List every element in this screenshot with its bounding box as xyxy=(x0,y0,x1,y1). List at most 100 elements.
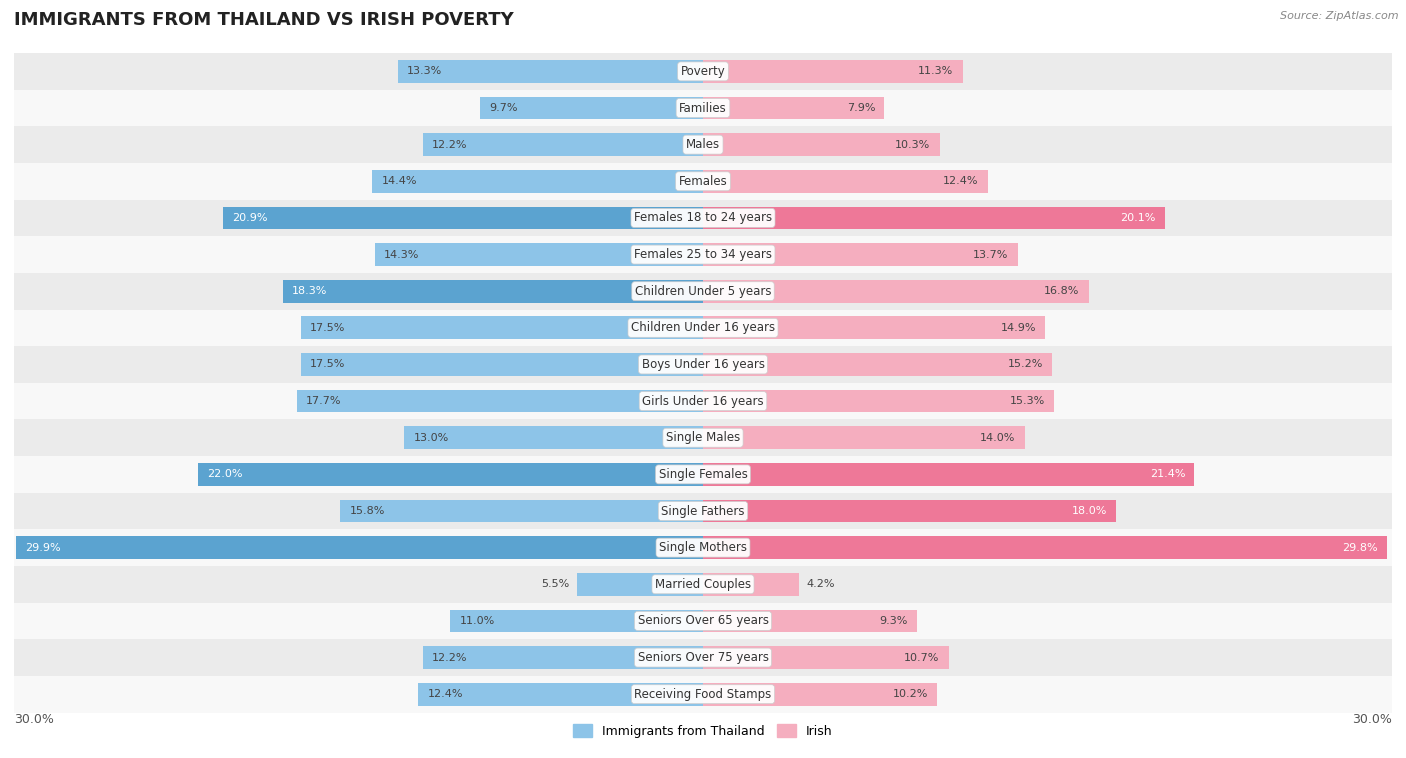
Bar xyxy=(703,280,1088,302)
Bar xyxy=(14,529,1392,566)
Bar xyxy=(374,243,703,266)
Text: 11.3%: 11.3% xyxy=(918,67,953,77)
Text: 15.2%: 15.2% xyxy=(1008,359,1043,369)
Bar xyxy=(418,683,703,706)
Bar xyxy=(14,127,1392,163)
Text: 13.3%: 13.3% xyxy=(406,67,441,77)
Text: Source: ZipAtlas.com: Source: ZipAtlas.com xyxy=(1281,11,1399,21)
Text: Boys Under 16 years: Boys Under 16 years xyxy=(641,358,765,371)
Text: Males: Males xyxy=(686,138,720,151)
Bar xyxy=(576,573,703,596)
Bar xyxy=(450,609,703,632)
Bar xyxy=(703,573,800,596)
Text: 9.3%: 9.3% xyxy=(879,616,907,626)
Bar xyxy=(703,427,1025,449)
Bar xyxy=(703,243,1018,266)
Bar xyxy=(198,463,703,486)
Bar xyxy=(703,609,917,632)
Bar xyxy=(703,60,963,83)
Text: IMMIGRANTS FROM THAILAND VS IRISH POVERTY: IMMIGRANTS FROM THAILAND VS IRISH POVERT… xyxy=(14,11,513,30)
Bar xyxy=(423,133,703,156)
Text: 17.5%: 17.5% xyxy=(311,359,346,369)
Text: Females: Females xyxy=(679,175,727,188)
Text: Receiving Food Stamps: Receiving Food Stamps xyxy=(634,688,772,700)
Text: 21.4%: 21.4% xyxy=(1150,469,1185,479)
Text: Married Couples: Married Couples xyxy=(655,578,751,590)
Bar xyxy=(14,676,1392,713)
Bar xyxy=(301,317,703,339)
Text: 14.9%: 14.9% xyxy=(1001,323,1036,333)
Legend: Immigrants from Thailand, Irish: Immigrants from Thailand, Irish xyxy=(568,719,838,743)
Bar xyxy=(297,390,703,412)
Text: 15.8%: 15.8% xyxy=(349,506,385,516)
Text: 10.3%: 10.3% xyxy=(896,139,931,149)
Bar xyxy=(14,163,1392,199)
Text: 5.5%: 5.5% xyxy=(541,579,569,589)
Text: 7.9%: 7.9% xyxy=(846,103,875,113)
Bar xyxy=(14,493,1392,529)
Bar xyxy=(703,133,939,156)
Bar xyxy=(14,566,1392,603)
Bar xyxy=(340,500,703,522)
Text: 18.3%: 18.3% xyxy=(292,287,328,296)
Text: Females 18 to 24 years: Females 18 to 24 years xyxy=(634,211,772,224)
Bar xyxy=(14,53,1392,89)
Bar xyxy=(14,89,1392,127)
Bar xyxy=(703,353,1052,376)
Bar xyxy=(703,390,1054,412)
Bar xyxy=(14,273,1392,309)
Bar xyxy=(14,456,1392,493)
Bar xyxy=(373,170,703,193)
Bar xyxy=(703,207,1164,229)
Text: 12.2%: 12.2% xyxy=(432,653,468,662)
Text: 10.7%: 10.7% xyxy=(904,653,939,662)
Bar xyxy=(14,309,1392,346)
Text: 14.0%: 14.0% xyxy=(980,433,1015,443)
Text: 29.8%: 29.8% xyxy=(1343,543,1378,553)
Text: Children Under 16 years: Children Under 16 years xyxy=(631,321,775,334)
Text: Single Fathers: Single Fathers xyxy=(661,505,745,518)
Bar xyxy=(283,280,703,302)
Text: 20.1%: 20.1% xyxy=(1121,213,1156,223)
Text: Females 25 to 34 years: Females 25 to 34 years xyxy=(634,248,772,261)
Bar xyxy=(703,463,1195,486)
Bar xyxy=(14,236,1392,273)
Bar xyxy=(703,500,1116,522)
Text: 30.0%: 30.0% xyxy=(1353,713,1392,725)
Text: Girls Under 16 years: Girls Under 16 years xyxy=(643,395,763,408)
Text: 4.2%: 4.2% xyxy=(807,579,835,589)
Bar xyxy=(14,199,1392,236)
Text: 15.3%: 15.3% xyxy=(1010,396,1045,406)
Text: Poverty: Poverty xyxy=(681,65,725,78)
Bar xyxy=(703,683,938,706)
Text: 18.0%: 18.0% xyxy=(1071,506,1107,516)
Bar xyxy=(481,97,703,119)
Bar xyxy=(17,537,703,559)
Text: 12.2%: 12.2% xyxy=(432,139,468,149)
Bar xyxy=(703,647,949,669)
Text: 14.4%: 14.4% xyxy=(381,177,418,186)
Text: 16.8%: 16.8% xyxy=(1045,287,1080,296)
Bar xyxy=(14,346,1392,383)
Text: 30.0%: 30.0% xyxy=(14,713,53,725)
Text: Single Females: Single Females xyxy=(658,468,748,481)
Text: Seniors Over 75 years: Seniors Over 75 years xyxy=(637,651,769,664)
Text: Families: Families xyxy=(679,102,727,114)
Bar xyxy=(224,207,703,229)
Text: Children Under 5 years: Children Under 5 years xyxy=(634,285,772,298)
Bar xyxy=(14,419,1392,456)
Bar xyxy=(703,537,1388,559)
Text: Single Males: Single Males xyxy=(666,431,740,444)
Text: Seniors Over 65 years: Seniors Over 65 years xyxy=(637,615,769,628)
Text: 17.7%: 17.7% xyxy=(305,396,342,406)
Bar xyxy=(14,383,1392,419)
Text: 12.4%: 12.4% xyxy=(943,177,979,186)
Text: 13.0%: 13.0% xyxy=(413,433,449,443)
Bar xyxy=(703,97,884,119)
Bar xyxy=(703,170,988,193)
Text: Single Mothers: Single Mothers xyxy=(659,541,747,554)
Text: 29.9%: 29.9% xyxy=(25,543,62,553)
Bar xyxy=(405,427,703,449)
Text: 10.2%: 10.2% xyxy=(893,689,928,699)
Text: 22.0%: 22.0% xyxy=(207,469,242,479)
